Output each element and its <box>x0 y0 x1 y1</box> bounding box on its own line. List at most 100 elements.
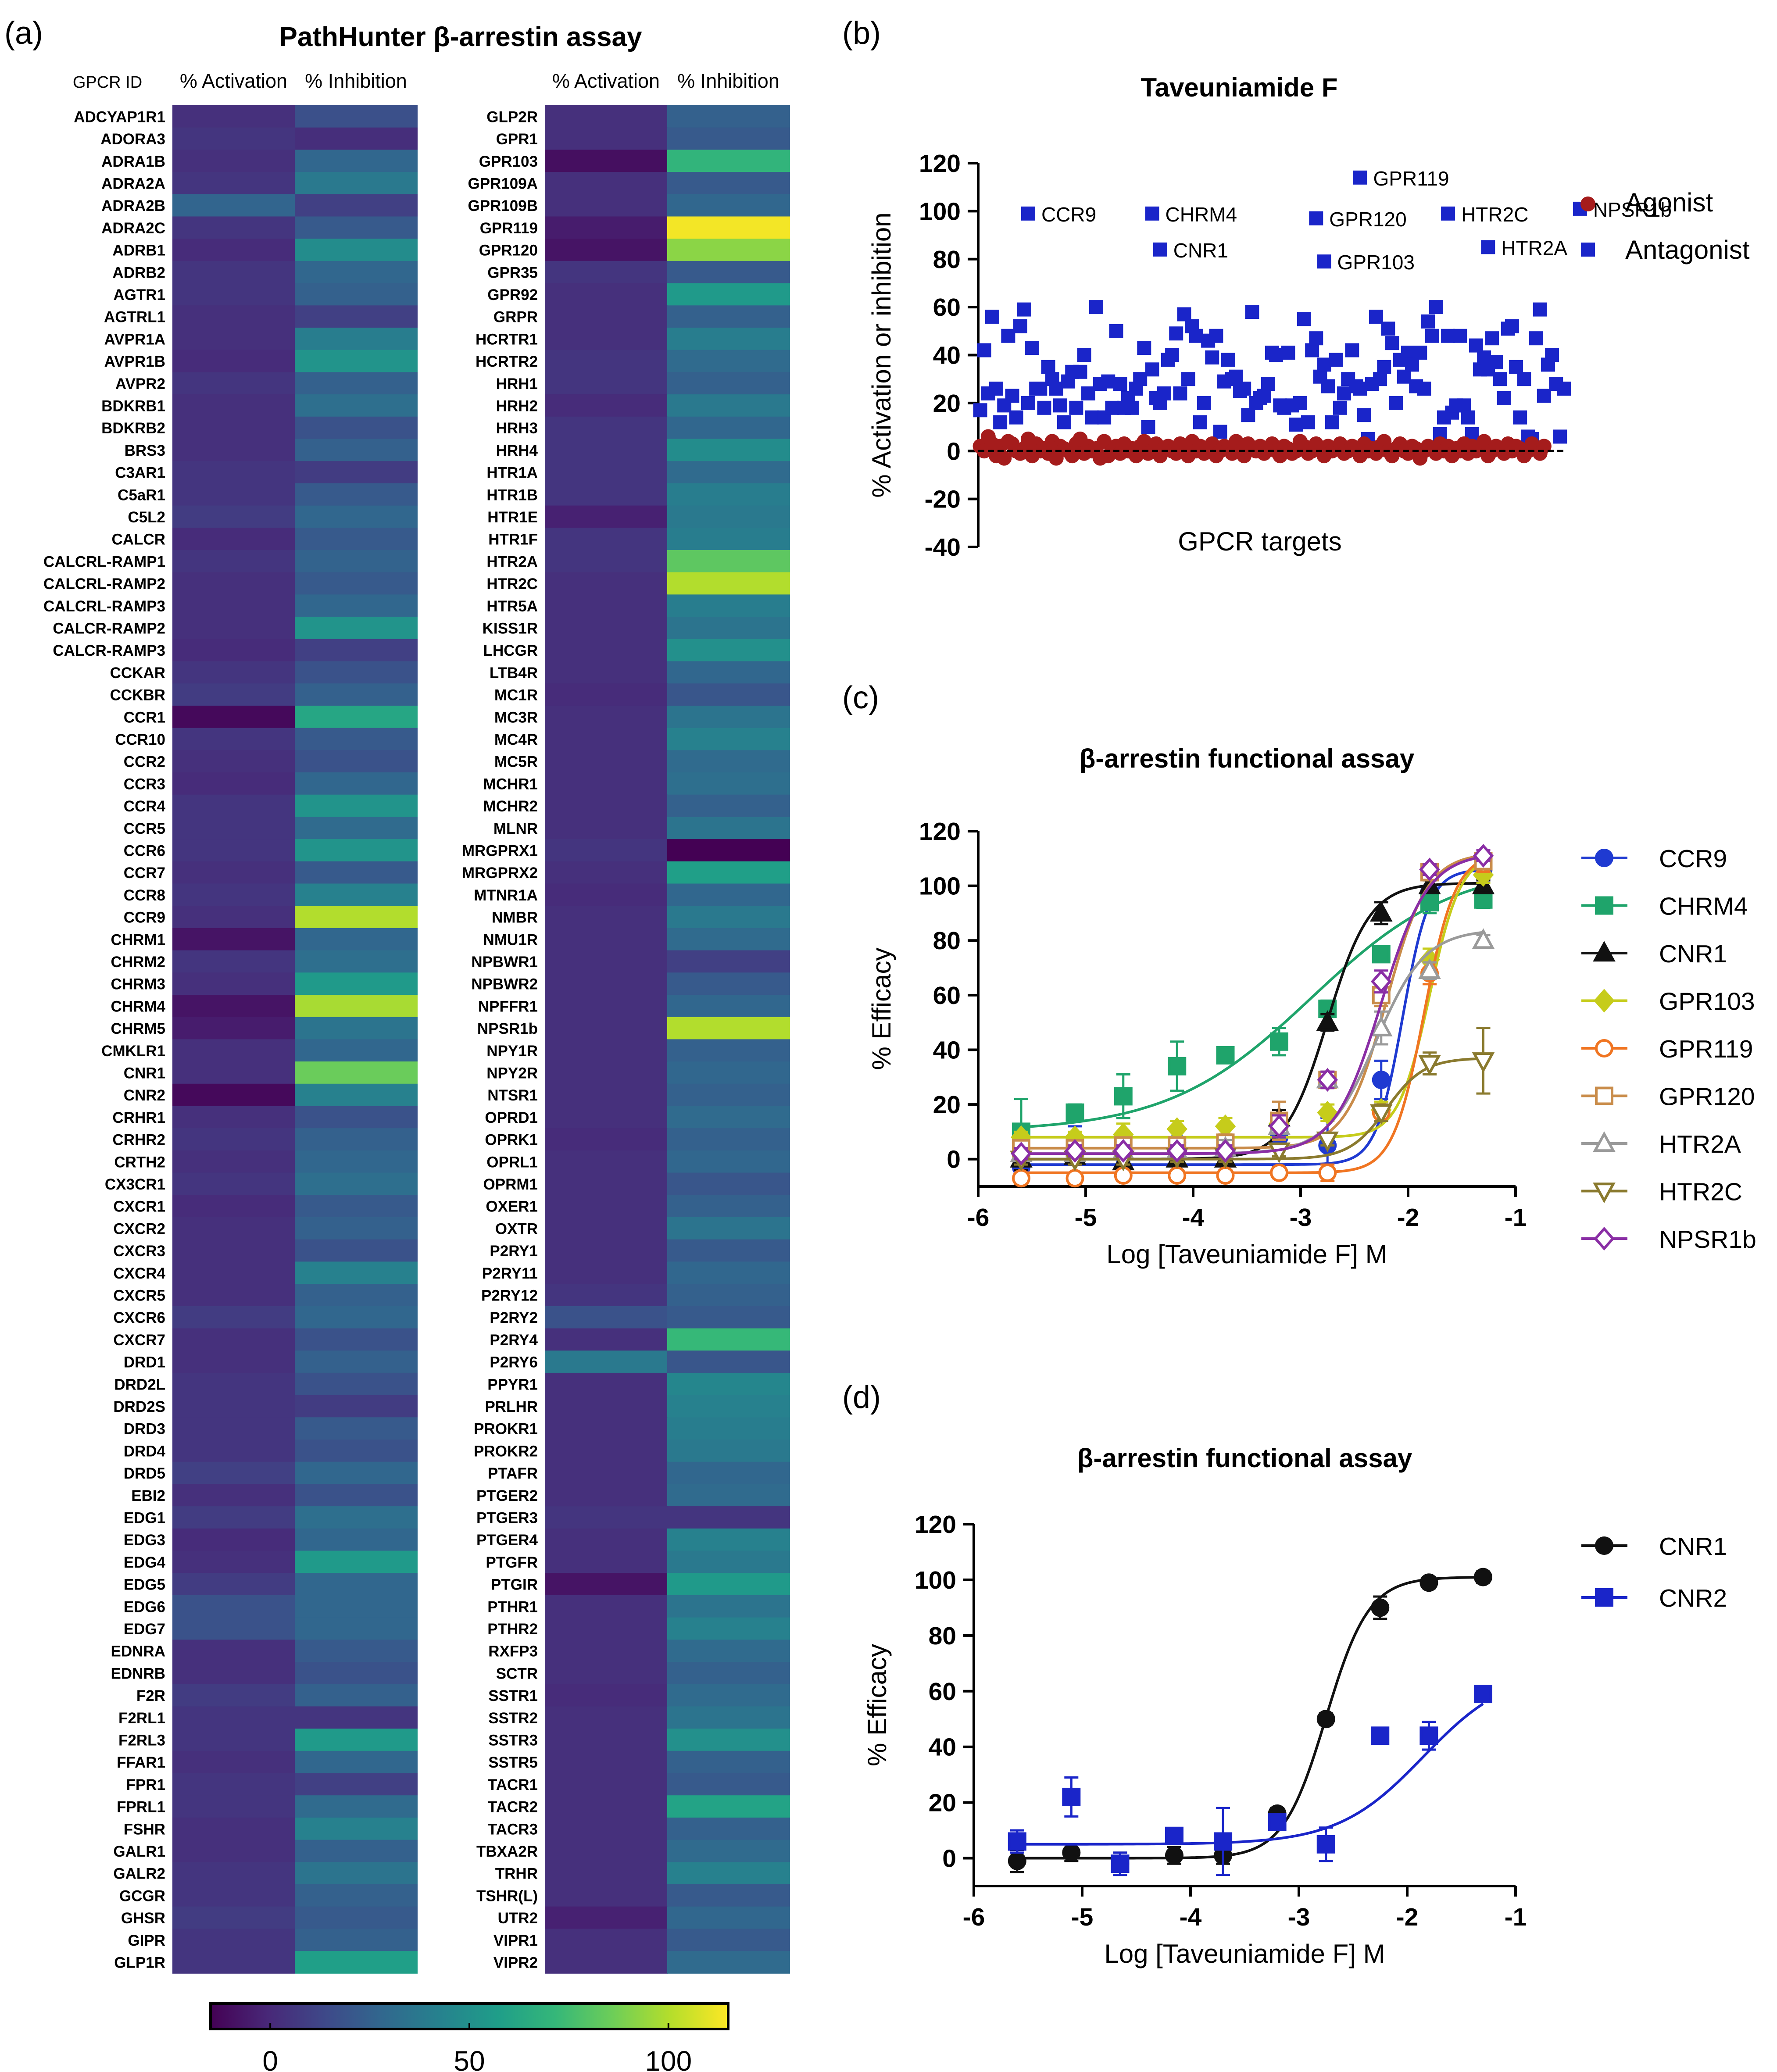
heatmap-cell-inhibition <box>667 683 790 706</box>
heatmap-cell-inhibition <box>295 528 418 550</box>
heatmap-cell-activation <box>172 1039 295 1062</box>
antagonist-point <box>1157 386 1171 400</box>
legend-marker-CHRM4 <box>1595 896 1613 915</box>
panel-label-b: (b) <box>842 16 881 51</box>
heatmap-row-label: ADRA2B <box>101 197 165 214</box>
heatmap-cell-activation <box>545 950 668 973</box>
antagonist-point <box>1309 331 1323 346</box>
heatmap-row-label: C3AR1 <box>115 464 165 482</box>
legend-marker-NPSR1b <box>1594 1226 1615 1251</box>
data-point-CNR1 <box>1369 901 1393 922</box>
heatmap-cell-inhibition <box>295 661 418 684</box>
heatmap-cell-inhibition <box>295 1106 418 1129</box>
heatmap-cell-inhibition <box>295 1284 418 1307</box>
heatmap-cell-activation <box>172 1840 295 1863</box>
heatmap-row-label: CHRM3 <box>111 976 165 993</box>
heatmap-cell-inhibition <box>295 1929 418 1952</box>
heatmap-cell-inhibition <box>667 1417 790 1440</box>
heatmap-cell-inhibition <box>295 1550 418 1574</box>
data-point-CHRM4 <box>1216 1046 1235 1065</box>
heatmap-cell-activation <box>172 594 295 618</box>
heatmap-cell-inhibition <box>667 194 790 217</box>
antagonist-point <box>1025 341 1040 355</box>
heatmap-cell-activation <box>545 350 668 373</box>
heatmap-cell-activation <box>545 1128 668 1151</box>
heatmap-row-label: CALCR-RAMP2 <box>53 620 165 637</box>
heatmap-cell-activation <box>172 1729 295 1751</box>
heatmap-cell-inhibition <box>667 416 790 439</box>
data-point-GPR119 <box>1065 1169 1084 1188</box>
y-tick-label: 20 <box>933 1091 961 1119</box>
heatmap-cell-activation <box>545 505 668 529</box>
heatmap-cell-activation <box>545 817 668 840</box>
heatmap-cell-activation <box>545 1061 668 1084</box>
legend-label-GPR119: GPR119 <box>1659 1035 1753 1063</box>
heatmap-cell-inhibition <box>295 1640 418 1662</box>
heatmap-cell-inhibition <box>295 1083 418 1107</box>
heatmap-cell-inhibition <box>295 439 418 462</box>
legend-label-HTR2C: HTR2C <box>1659 1178 1742 1206</box>
heatmap-row-label: TACR1 <box>488 1776 538 1793</box>
heatmap-cell-activation <box>545 1506 668 1529</box>
heatmap-cell-activation <box>172 1461 295 1485</box>
heatmap-cell-inhibition <box>667 1795 790 1818</box>
heatmap-cell-activation <box>172 216 295 239</box>
heatmap-row-label: HRH3 <box>496 420 538 437</box>
data-point-NPSR1b <box>1166 1139 1188 1163</box>
heatmap-cell-activation <box>172 728 295 751</box>
legend-label-GPR103: GPR103 <box>1659 988 1755 1016</box>
heatmap-cell-activation <box>545 594 668 618</box>
annotated-point <box>1353 170 1367 185</box>
panel-a-heatmap: (a) PathHunter β-arrestin assay GPCR ID % A… <box>4 16 790 2072</box>
heatmap-cell-activation <box>545 617 668 639</box>
point-annotation: CNR1 <box>1173 239 1228 262</box>
heatmap-cell-activation <box>545 861 668 884</box>
heatmap-row-label: GALR2 <box>113 1865 165 1883</box>
heatmap-cell-activation <box>172 239 295 261</box>
heatmap-cell-inhibition <box>667 772 790 795</box>
column-header-right-inhibition: % Inhibition <box>677 70 779 92</box>
antagonist-point <box>1089 300 1103 314</box>
heatmap-cell-inhibition <box>667 1884 790 1907</box>
y-tick-label: 0 <box>947 1146 961 1174</box>
legend-antagonist-marker <box>1581 243 1595 257</box>
heatmap-cell-inhibition <box>295 1617 418 1640</box>
heatmap-cell-activation <box>172 1640 295 1662</box>
heatmap-cell-activation <box>172 1684 295 1707</box>
heatmap-cell-inhibition <box>295 1172 418 1196</box>
heatmap-row-label: P2RY1 <box>490 1243 538 1260</box>
panel-label-c: (c) <box>842 680 879 715</box>
heatmap-cell-inhibition <box>667 1306 790 1329</box>
heatmap-cell-inhibition <box>295 328 418 350</box>
heatmap-row-label: P2RY2 <box>490 1309 538 1326</box>
antagonist-point <box>1557 382 1571 396</box>
legend-label-GPR120: GPR120 <box>1659 1083 1755 1111</box>
antagonist-point <box>1173 386 1187 400</box>
heatmap-row-label: MC3R <box>494 709 538 726</box>
data-point-HTR2C <box>1418 1055 1441 1076</box>
heatmap-cell-inhibition <box>667 1172 790 1196</box>
heatmap-cell-activation <box>545 1951 668 1974</box>
heatmap-cell-inhibition <box>295 928 418 951</box>
heatmap-cell-activation <box>172 1372 295 1396</box>
antagonist-point <box>1461 410 1475 425</box>
heatmap-row-label: PTGER2 <box>476 1487 538 1504</box>
data-point-CHRM4 <box>1270 1032 1288 1051</box>
antagonist-point <box>1505 319 1519 333</box>
heatmap-cell-inhibition <box>295 839 418 862</box>
data-point-NPSR1b <box>1419 857 1440 882</box>
x-tick-label: -1 <box>1505 1903 1527 1931</box>
heatmap-row-label: HCRTR1 <box>476 331 538 348</box>
heatmap-cell-activation <box>545 150 668 173</box>
heatmap-cell-inhibition <box>667 172 790 195</box>
heatmap-cell-inhibition <box>295 950 418 973</box>
heatmap-row-label: GPR119 <box>480 220 538 237</box>
heatmap-cell-activation <box>172 1150 295 1173</box>
antagonist-point <box>1221 353 1235 367</box>
x-tick-label: -2 <box>1396 1903 1419 1931</box>
heatmap-cell-inhibition <box>667 483 790 506</box>
heatmap-cell-inhibition <box>667 661 790 684</box>
heatmap-row-label: CNR1 <box>124 1065 165 1082</box>
heatmap-row-label: OPRM1 <box>483 1176 538 1193</box>
heatmap-row-label: NPFFR1 <box>478 998 538 1015</box>
